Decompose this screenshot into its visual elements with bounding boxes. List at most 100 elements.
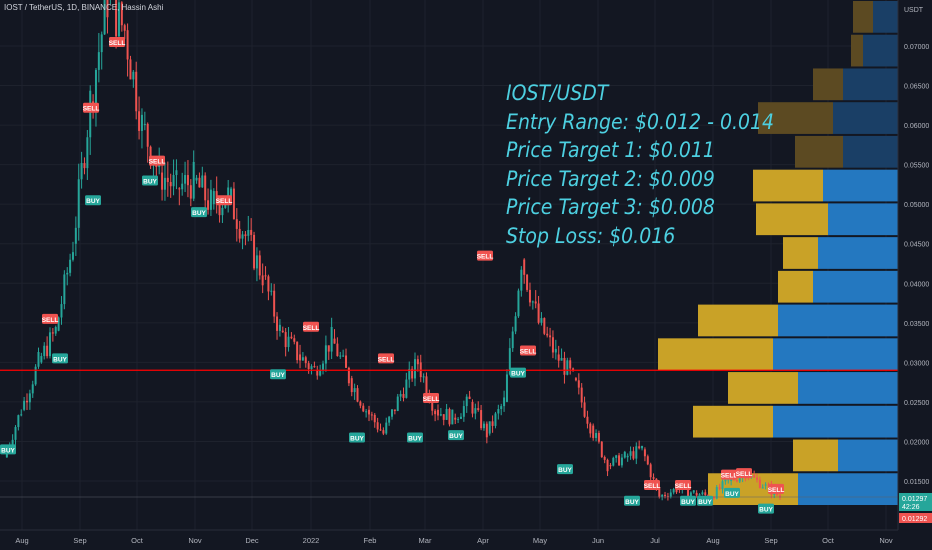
time-axis-tick: Sep: [764, 536, 777, 545]
price-axis-tick: 0.02000: [904, 439, 929, 446]
low-price-value: 0.01292: [902, 516, 927, 523]
low-price-tag: [899, 513, 932, 523]
signal-label-box: [142, 175, 158, 186]
candle-body: [77, 179, 80, 228]
volume-profile-down-bar: [783, 237, 818, 269]
candle-body: [163, 177, 166, 190]
signal-label-text: BUY: [271, 372, 285, 379]
volume-profile-down-bar: [851, 34, 863, 67]
candle-body: [632, 451, 635, 459]
signal-label-text: SELL: [675, 483, 692, 490]
annotation-line-entry: Entry Range: $0.012 - 0.014: [506, 109, 775, 134]
candle-body: [281, 330, 284, 333]
time-axis-tick: Feb: [364, 536, 377, 545]
candle-body: [287, 336, 290, 348]
candle-body: [385, 422, 388, 434]
candle-body: [278, 324, 281, 331]
candle-body: [641, 445, 644, 449]
volume-profile-up-bar: [843, 135, 898, 168]
candle-body: [724, 479, 727, 482]
candle-body: [51, 332, 54, 334]
candle-body: [31, 384, 34, 394]
candle-body: [416, 359, 419, 365]
signal-buy: BUY: [85, 195, 101, 206]
signal-sell: SELL: [83, 102, 100, 113]
price-axis: USDT 0.07000 0.06500 0.06000 0.05500 0.05000 0…: [897, 0, 932, 550]
price-axis-tick: 0.02500: [904, 400, 929, 407]
candle-body: [563, 357, 566, 375]
signal-label-box: [724, 487, 740, 498]
signal-label-box: [407, 432, 423, 443]
candle-body: [316, 370, 319, 376]
candle-body: [181, 183, 184, 190]
candle-body: [517, 290, 520, 317]
price-axis-tick: 0.07000: [904, 44, 929, 51]
candle-body: [255, 255, 258, 269]
time-axis-tick: Sep: [73, 536, 86, 545]
candle-body: [20, 414, 23, 416]
candle-body: [669, 492, 672, 497]
volume-profile-up-bar: [828, 203, 898, 236]
volume-profile-up-bar: [833, 102, 898, 134]
candle-body: [537, 303, 540, 323]
signal-label-box: [736, 468, 752, 479]
candle-body: [261, 275, 264, 286]
signal-buy: BUY: [510, 367, 526, 378]
signal-label-box: [644, 479, 660, 490]
time-axis-tick: Dec: [245, 536, 259, 545]
time-axis-tick: Oct: [131, 536, 144, 545]
candle-body: [232, 188, 235, 220]
candle-body: [758, 479, 761, 488]
signal-sell: SELL: [477, 250, 494, 261]
candle-body: [431, 401, 434, 411]
candle-body: [609, 465, 612, 467]
candle-body: [370, 414, 373, 416]
volume-profile-up-bar: [863, 34, 898, 67]
last-price-value: 0.01297: [902, 496, 927, 503]
signal-label-text: BUY: [53, 356, 67, 363]
candle-body: [310, 366, 313, 370]
candle-body: [451, 409, 454, 425]
candle-body: [652, 477, 655, 479]
time-axis-tick: Nov: [879, 536, 893, 545]
volume-profile-up-bar: [813, 270, 898, 303]
time-axis-tick: 2022: [303, 536, 320, 545]
signal-label-box: [303, 321, 319, 332]
signal-label-text: BUY: [625, 499, 639, 506]
volume-profile-up-bar: [773, 338, 898, 371]
candle-body: [595, 433, 598, 438]
candle-body: [382, 430, 385, 434]
candle-body: [528, 289, 531, 303]
candle-body: [132, 71, 135, 80]
candle-body: [718, 487, 721, 490]
volume-profile-down-bar: [756, 203, 828, 236]
signal-sell: SELL: [644, 479, 660, 490]
signal-buy: BUY: [697, 495, 713, 506]
candle-body: [753, 475, 756, 478]
candle-body: [422, 376, 425, 378]
candle-body: [477, 408, 480, 411]
signal-label-text: BUY: [681, 499, 695, 506]
candle-body: [465, 396, 468, 407]
signal-label-text: SELL: [42, 317, 59, 324]
signal-sell: SELL: [736, 468, 752, 479]
signal-label-text: SELL: [303, 325, 320, 332]
signal-label-text: SELL: [109, 40, 126, 47]
candle-body: [106, 0, 109, 18]
signal-label-box: [216, 195, 232, 206]
candle-body: [276, 316, 279, 331]
candle-body: [592, 425, 595, 438]
candle-body: [491, 421, 494, 426]
candle-body: [712, 496, 715, 499]
signal-sell: SELL: [675, 479, 692, 490]
signal-label-text: BUY: [558, 467, 572, 474]
candle-body: [34, 366, 37, 385]
candle-body: [523, 259, 526, 275]
volume-profile-down-bar: [728, 372, 798, 404]
candle-body: [485, 423, 488, 438]
signal-label-text: SELL: [477, 254, 494, 261]
signal-label-text: SELL: [83, 106, 100, 113]
candle-body: [304, 357, 307, 364]
volume-profile-up-bar: [823, 169, 898, 202]
